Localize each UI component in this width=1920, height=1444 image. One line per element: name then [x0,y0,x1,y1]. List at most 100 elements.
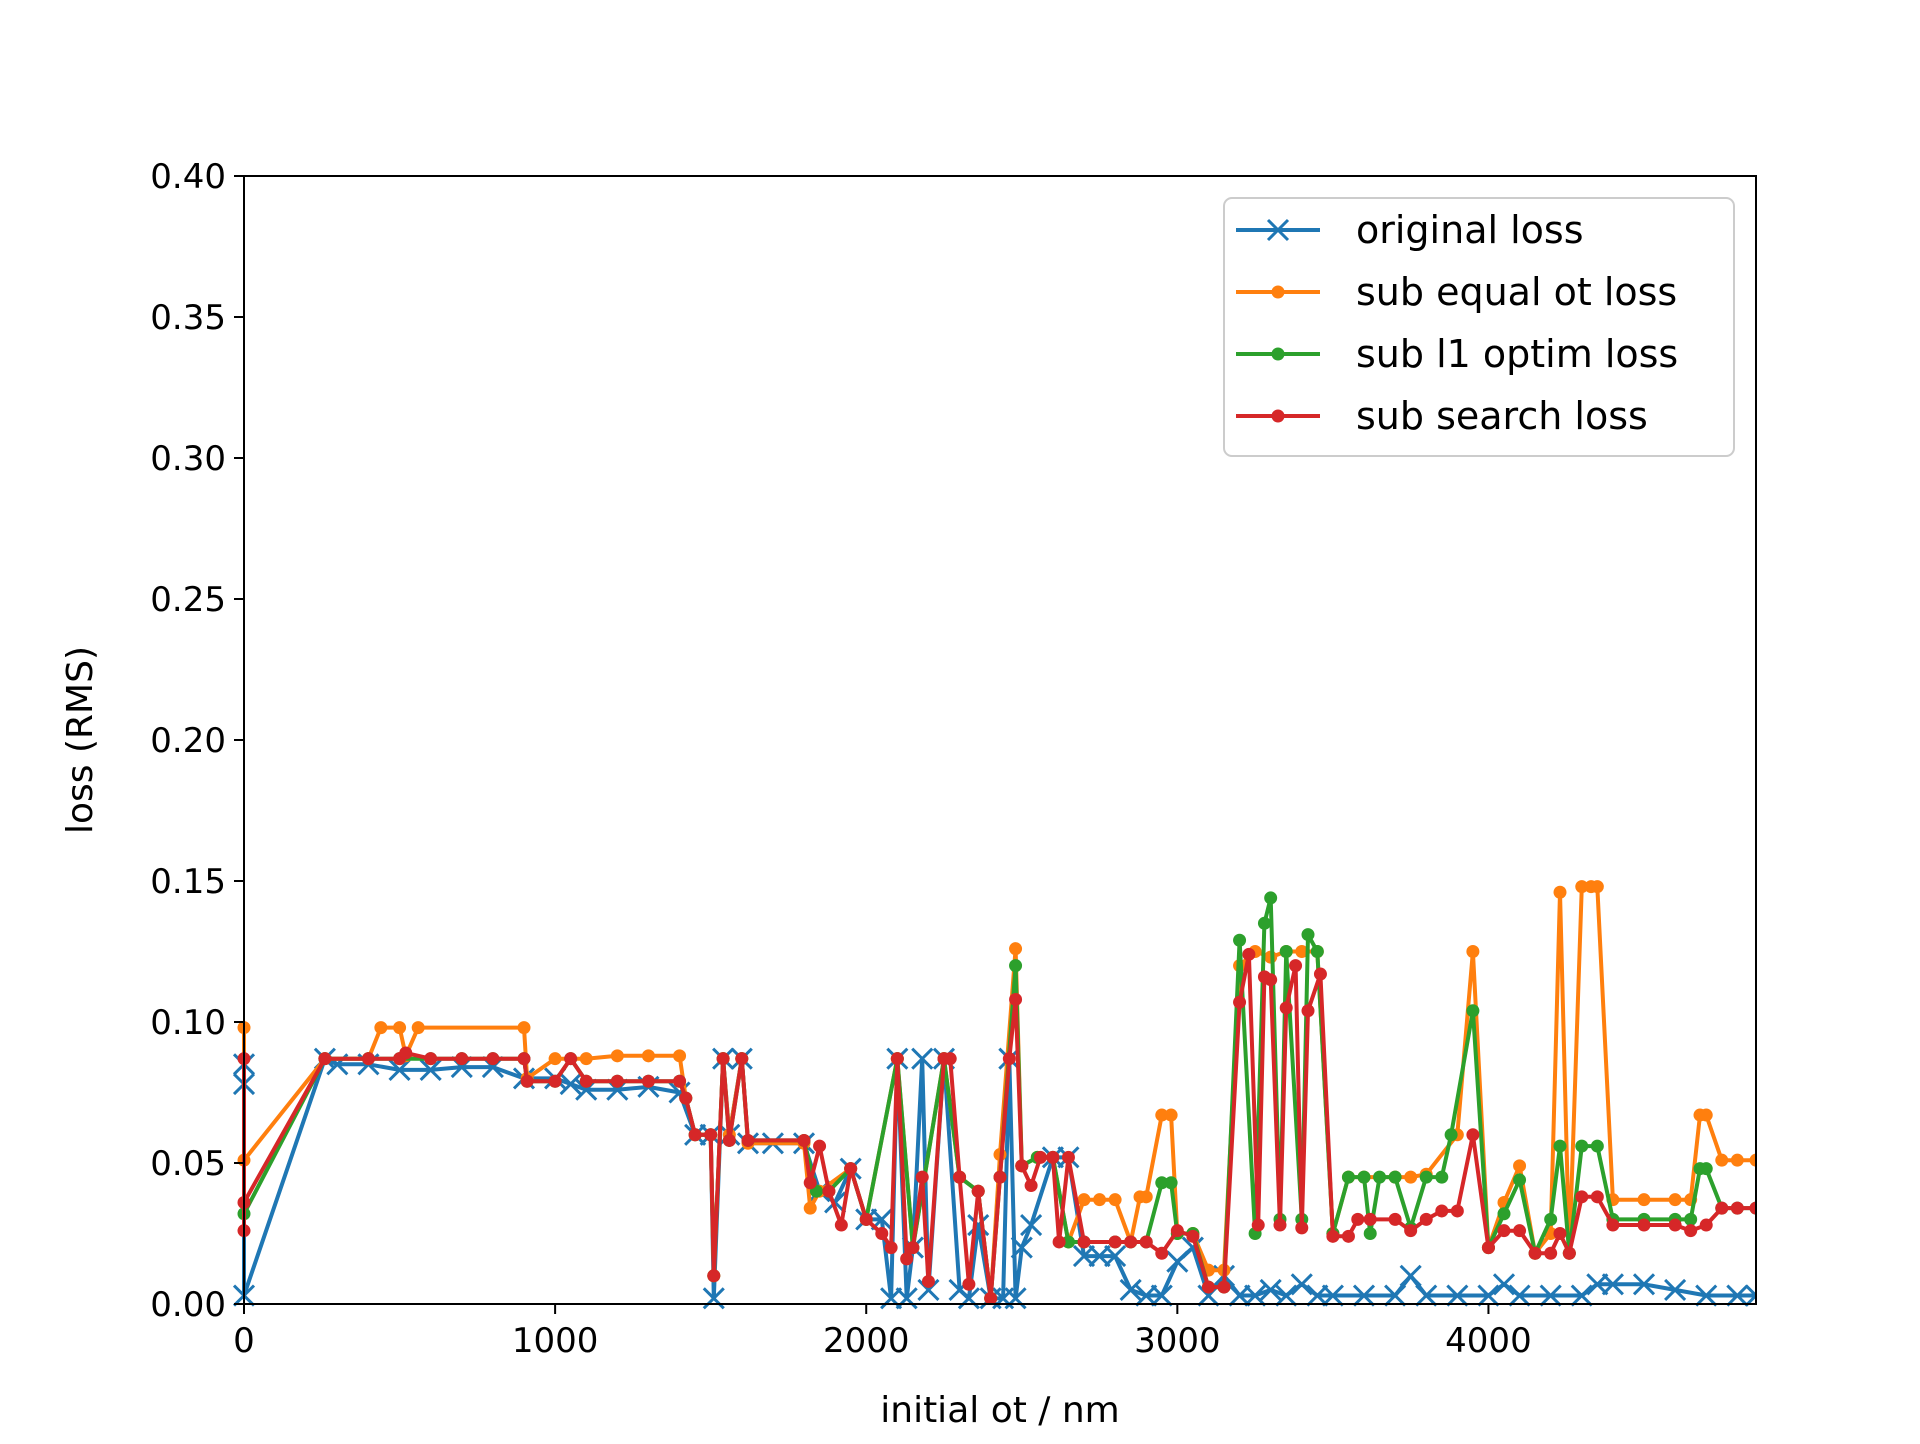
data-point [517,1052,531,1066]
data-point [579,1074,593,1088]
series-3 [237,947,1756,1305]
data-point [880,1287,903,1310]
y-tick-label: 0.00 [150,1285,226,1325]
data-point [1586,1273,1609,1296]
data-point [1373,1170,1387,1184]
data-point [1275,1284,1298,1307]
data-point [1730,1153,1744,1167]
data-point [921,1274,935,1288]
data-point [1357,1170,1371,1184]
data-point [1404,1170,1418,1184]
data-point [1020,1213,1043,1237]
data-point [1466,1004,1480,1018]
data-point [915,1170,929,1184]
data-point [1321,1284,1344,1307]
data-point [1715,1153,1729,1167]
data-point [962,1277,976,1291]
data-point [1341,1229,1355,1243]
y-tick-label: 0.15 [150,862,226,902]
data-point [361,1052,375,1066]
data-point [1606,1218,1620,1232]
data-point [1233,995,1247,1009]
data-point [673,1049,687,1063]
data-point [1093,1193,1107,1207]
data-point [1201,1280,1215,1294]
data-point [1024,1179,1038,1193]
data-point [1108,1193,1122,1207]
x-tick-label: 1000 [512,1321,599,1361]
y-tick-label: 0.25 [150,580,226,620]
data-point [1088,1244,1111,1268]
data-point [1466,1128,1480,1142]
data-point [1009,942,1023,956]
x-tick-label: 4000 [1445,1321,1532,1361]
data-point [1539,1284,1562,1307]
data-point [1264,973,1278,987]
data-point [1419,1170,1433,1184]
y-tick-label: 0.05 [150,1144,226,1184]
data-point [1352,1284,1376,1307]
data-point [1435,1170,1449,1184]
data-point [702,1287,725,1310]
y-tick-label: 0.10 [150,1003,226,1043]
data-point [610,1049,624,1063]
data-point [875,1227,889,1240]
data-point [813,1139,827,1153]
data-point [673,1074,687,1088]
legend-box [1223,197,1735,457]
data-point [1668,1218,1682,1232]
data-point [953,1170,967,1184]
data-point [1668,1193,1682,1207]
data-point [424,1052,438,1066]
data-point [1590,880,1604,894]
data-point [1513,1224,1527,1238]
data-point [722,1133,736,1147]
data-point [735,1052,749,1066]
data-point [564,1052,578,1066]
data-point [548,1074,562,1088]
y-tick-label: 0.20 [150,721,226,761]
x-axis-ticks: 0 1000 2000 3000 4000 [233,1304,1532,1361]
data-point [803,1176,817,1190]
data-point [1139,1235,1153,1249]
data-point [1450,1204,1464,1218]
data-point [610,1074,624,1088]
data-point [1010,1236,1033,1259]
data-point [1363,1212,1377,1226]
legend-entry-label: original loss [1356,208,1584,252]
y-tick-label: 0.30 [150,439,226,479]
data-point [641,1074,655,1088]
data-point [859,1212,873,1226]
data-point [1513,1173,1527,1187]
data-point [520,1074,534,1088]
data-point [1477,1284,1500,1307]
data-point [1695,1284,1718,1307]
data-point [1310,945,1324,958]
data-point [1119,1278,1142,1301]
legend-swatch-marker [1271,285,1285,299]
data-point [1399,1264,1422,1287]
data-point [707,1269,721,1283]
data-point [716,1052,730,1066]
data-point [688,1128,702,1142]
data-point [1150,1284,1173,1307]
data-point [917,1278,940,1301]
data-point [1684,1212,1698,1226]
data-point [1699,1218,1713,1232]
data-point [1009,959,1023,973]
data-point [517,1021,531,1035]
data-point [486,1052,500,1066]
data-point [1326,1229,1340,1243]
data-point [1726,1284,1749,1307]
data-point [548,1052,562,1066]
data-point [1306,1284,1329,1307]
data-point [1242,947,1256,961]
data-point [641,1049,655,1063]
data-point [1108,1235,1122,1249]
data-point [1444,1128,1458,1142]
data-point [803,1201,817,1215]
data-point [1446,1284,1469,1307]
data-point [834,1218,848,1232]
